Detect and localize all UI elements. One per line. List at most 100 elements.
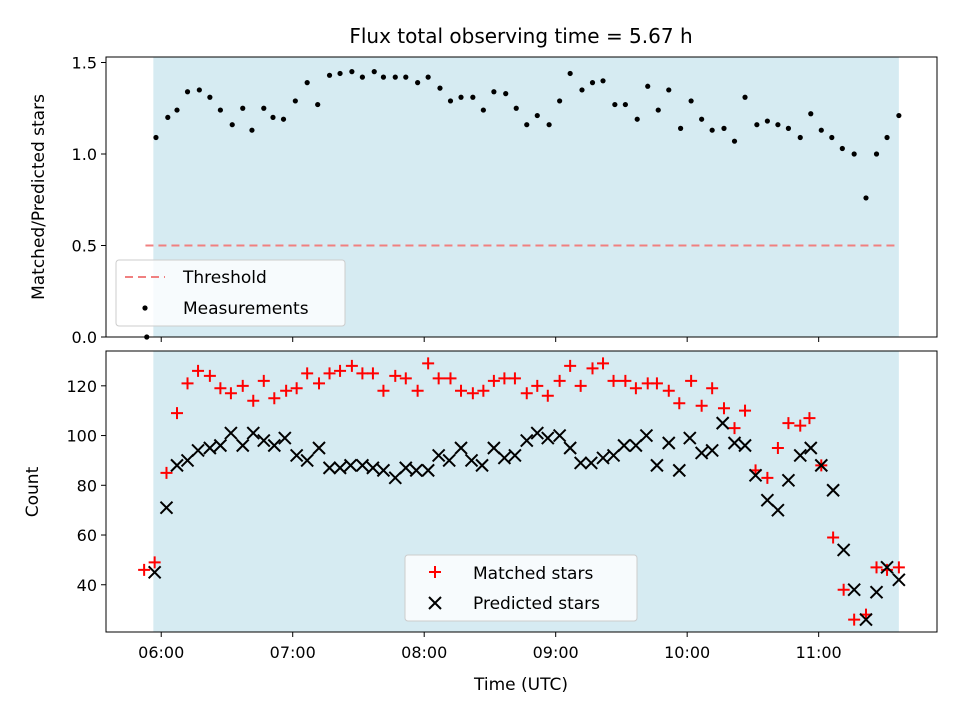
measurement-point bbox=[896, 112, 902, 119]
predicted-star-point bbox=[629, 438, 643, 453]
predicted-star-point bbox=[431, 448, 446, 463]
matched-star-point bbox=[531, 379, 544, 392]
bottom-y-tick-label: 60 bbox=[77, 526, 97, 545]
matched-star-point bbox=[564, 359, 577, 372]
bottom-panel: 40 60 80 100 120 06:00 07:00 08:00 09:00 10:00 11… bbox=[23, 350, 938, 695]
top-panel: 0.0 0.5 1.0 1.5 Matched/Predicted stars Thr… bbox=[29, 53, 938, 347]
measurement-point bbox=[196, 87, 202, 93]
bottom-x-axis-ticks: 06:00 07:00 08:00 09:00 10:00 11:00 bbox=[138, 632, 842, 662]
predicted-star-point bbox=[683, 431, 697, 445]
measurement-point bbox=[808, 111, 814, 117]
matched-star-point bbox=[597, 357, 610, 370]
measurement-point bbox=[207, 94, 213, 100]
predicted-star-point bbox=[826, 483, 840, 497]
predicted-star-point bbox=[748, 468, 763, 483]
predicted-star-point bbox=[388, 471, 402, 485]
measurement-point bbox=[655, 107, 661, 113]
measurement-point bbox=[557, 98, 563, 104]
matched-star-point bbox=[280, 384, 293, 397]
predicted-star-point bbox=[224, 426, 238, 440]
matched-star-point bbox=[827, 531, 840, 544]
measurement-point bbox=[153, 134, 159, 141]
measurement-point bbox=[612, 101, 618, 108]
predicted-star-point bbox=[442, 453, 456, 468]
matched-star-point bbox=[717, 402, 730, 415]
matched-star-point bbox=[366, 367, 379, 380]
measurement-point bbox=[315, 101, 321, 108]
matched-star-point bbox=[257, 374, 270, 387]
predicted-star-point bbox=[257, 433, 271, 448]
matched-star-point bbox=[455, 384, 468, 397]
predicted-star-point bbox=[246, 426, 260, 440]
measurement-point bbox=[666, 87, 672, 93]
predicted-star-point bbox=[312, 441, 326, 455]
matched-star-point bbox=[268, 392, 281, 405]
matched-star-point bbox=[422, 357, 435, 370]
matched-star-point bbox=[487, 374, 500, 387]
predicted-star-point bbox=[869, 585, 884, 599]
predicted-star-point bbox=[343, 458, 358, 473]
matched-star-point bbox=[498, 372, 511, 385]
predicted-star-point bbox=[475, 458, 489, 473]
measurement-point bbox=[754, 122, 760, 128]
predicted-star-point bbox=[650, 458, 664, 473]
measurement-point bbox=[534, 112, 540, 119]
measurement-point bbox=[851, 151, 857, 157]
measurement-point bbox=[546, 122, 552, 128]
predicted-star-point bbox=[508, 448, 522, 463]
predicted-star-point bbox=[606, 448, 621, 463]
measurement-point bbox=[764, 118, 770, 124]
predicted-star-point bbox=[771, 503, 785, 517]
measurement-point bbox=[731, 138, 738, 144]
predicted-star-point bbox=[617, 438, 631, 453]
measurement-point bbox=[503, 91, 509, 97]
matched-star-point bbox=[477, 384, 490, 397]
chart-title: Flux total observing time = 5.67 h bbox=[349, 24, 692, 48]
measurement-point bbox=[337, 70, 343, 77]
predicted-star-point bbox=[694, 446, 709, 460]
top-legend-box bbox=[115, 259, 346, 327]
predicted-star-point bbox=[705, 443, 719, 458]
measurement-point bbox=[217, 107, 223, 113]
predicted-star-point bbox=[727, 436, 742, 450]
matched-star-point bbox=[334, 364, 347, 377]
measurement-point bbox=[797, 134, 803, 141]
measurement-point bbox=[785, 125, 792, 131]
predicted-star-point bbox=[322, 461, 337, 475]
x-axis-label: Time (UTC) bbox=[473, 675, 568, 695]
matched-star-point bbox=[356, 367, 369, 380]
predicted-star-point bbox=[793, 448, 807, 463]
matched-star-point bbox=[203, 369, 216, 382]
matched-star-point bbox=[695, 399, 708, 412]
predicted-star-point bbox=[541, 431, 555, 445]
matched-star-point bbox=[794, 419, 807, 432]
predicted-star-point bbox=[300, 453, 314, 468]
top-y-axis-label: Matched/Predicted stars bbox=[29, 94, 49, 300]
matched-star-point bbox=[160, 466, 173, 479]
predicted-star-point bbox=[487, 441, 501, 455]
matched-star-point bbox=[650, 377, 663, 390]
measurement-point bbox=[873, 151, 880, 157]
matched-star-point bbox=[892, 561, 905, 574]
predicted-star-point bbox=[781, 473, 796, 488]
measurement-point bbox=[884, 134, 890, 141]
top-y-axis-ticks: 0.0 0.5 1.0 1.5 bbox=[72, 53, 106, 347]
bottom-axes-frame bbox=[105, 350, 938, 633]
measurement-point bbox=[677, 125, 684, 131]
top-x-axis-ticks bbox=[160, 337, 820, 342]
measurement-point bbox=[829, 134, 835, 141]
predicted-star-point bbox=[399, 461, 413, 475]
matched-star-point bbox=[782, 417, 795, 430]
measurement-point bbox=[249, 127, 255, 133]
predicted-star-point bbox=[376, 463, 391, 478]
matched-star-point bbox=[377, 384, 390, 397]
matched-star-point bbox=[214, 382, 227, 395]
measurement-point bbox=[480, 107, 486, 113]
matched-star-point bbox=[399, 372, 412, 385]
predicted-star-point bbox=[836, 543, 851, 557]
predicted-star-point bbox=[672, 463, 686, 478]
matched-star-point bbox=[389, 369, 402, 382]
measurement-point bbox=[415, 80, 421, 86]
top-axes-frame bbox=[105, 56, 938, 338]
